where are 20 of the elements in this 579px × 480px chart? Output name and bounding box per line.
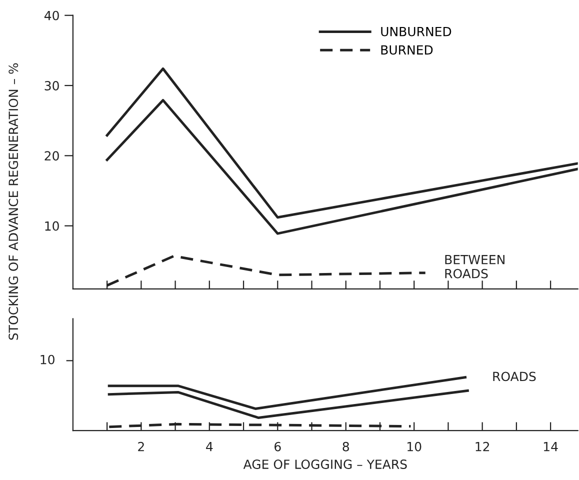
y-tick-label: 10 (45, 221, 59, 231)
line-series (106, 67, 578, 219)
annotation: BETWEEN ROADS (445, 255, 504, 278)
annotation: ROADS (493, 372, 536, 382)
y-tick-label: 40 (44, 10, 59, 20)
x-tick-label: 4 (206, 442, 213, 452)
y-tick-label: 30 (44, 80, 59, 90)
x-tick-label: 2 (138, 442, 144, 452)
legend-label: BURNED (381, 45, 433, 55)
x-tick-label: 10 (408, 442, 422, 452)
x-tick-label: 8 (342, 442, 349, 452)
x-tick-label: 6 (274, 442, 281, 452)
x-tick-label: 12 (476, 442, 490, 452)
line-series (106, 98, 578, 235)
x-axis-title: AGE OF LOGGING – YEARS (243, 460, 407, 469)
y-axis-title: STOCKING OF ADVANCE REGENERATION – % (8, 63, 18, 340)
y-tick-label: 20 (44, 151, 59, 161)
x-tick-label: 14 (544, 442, 558, 452)
legend-label: UNBURNED (381, 26, 452, 36)
line-series (106, 254, 427, 287)
